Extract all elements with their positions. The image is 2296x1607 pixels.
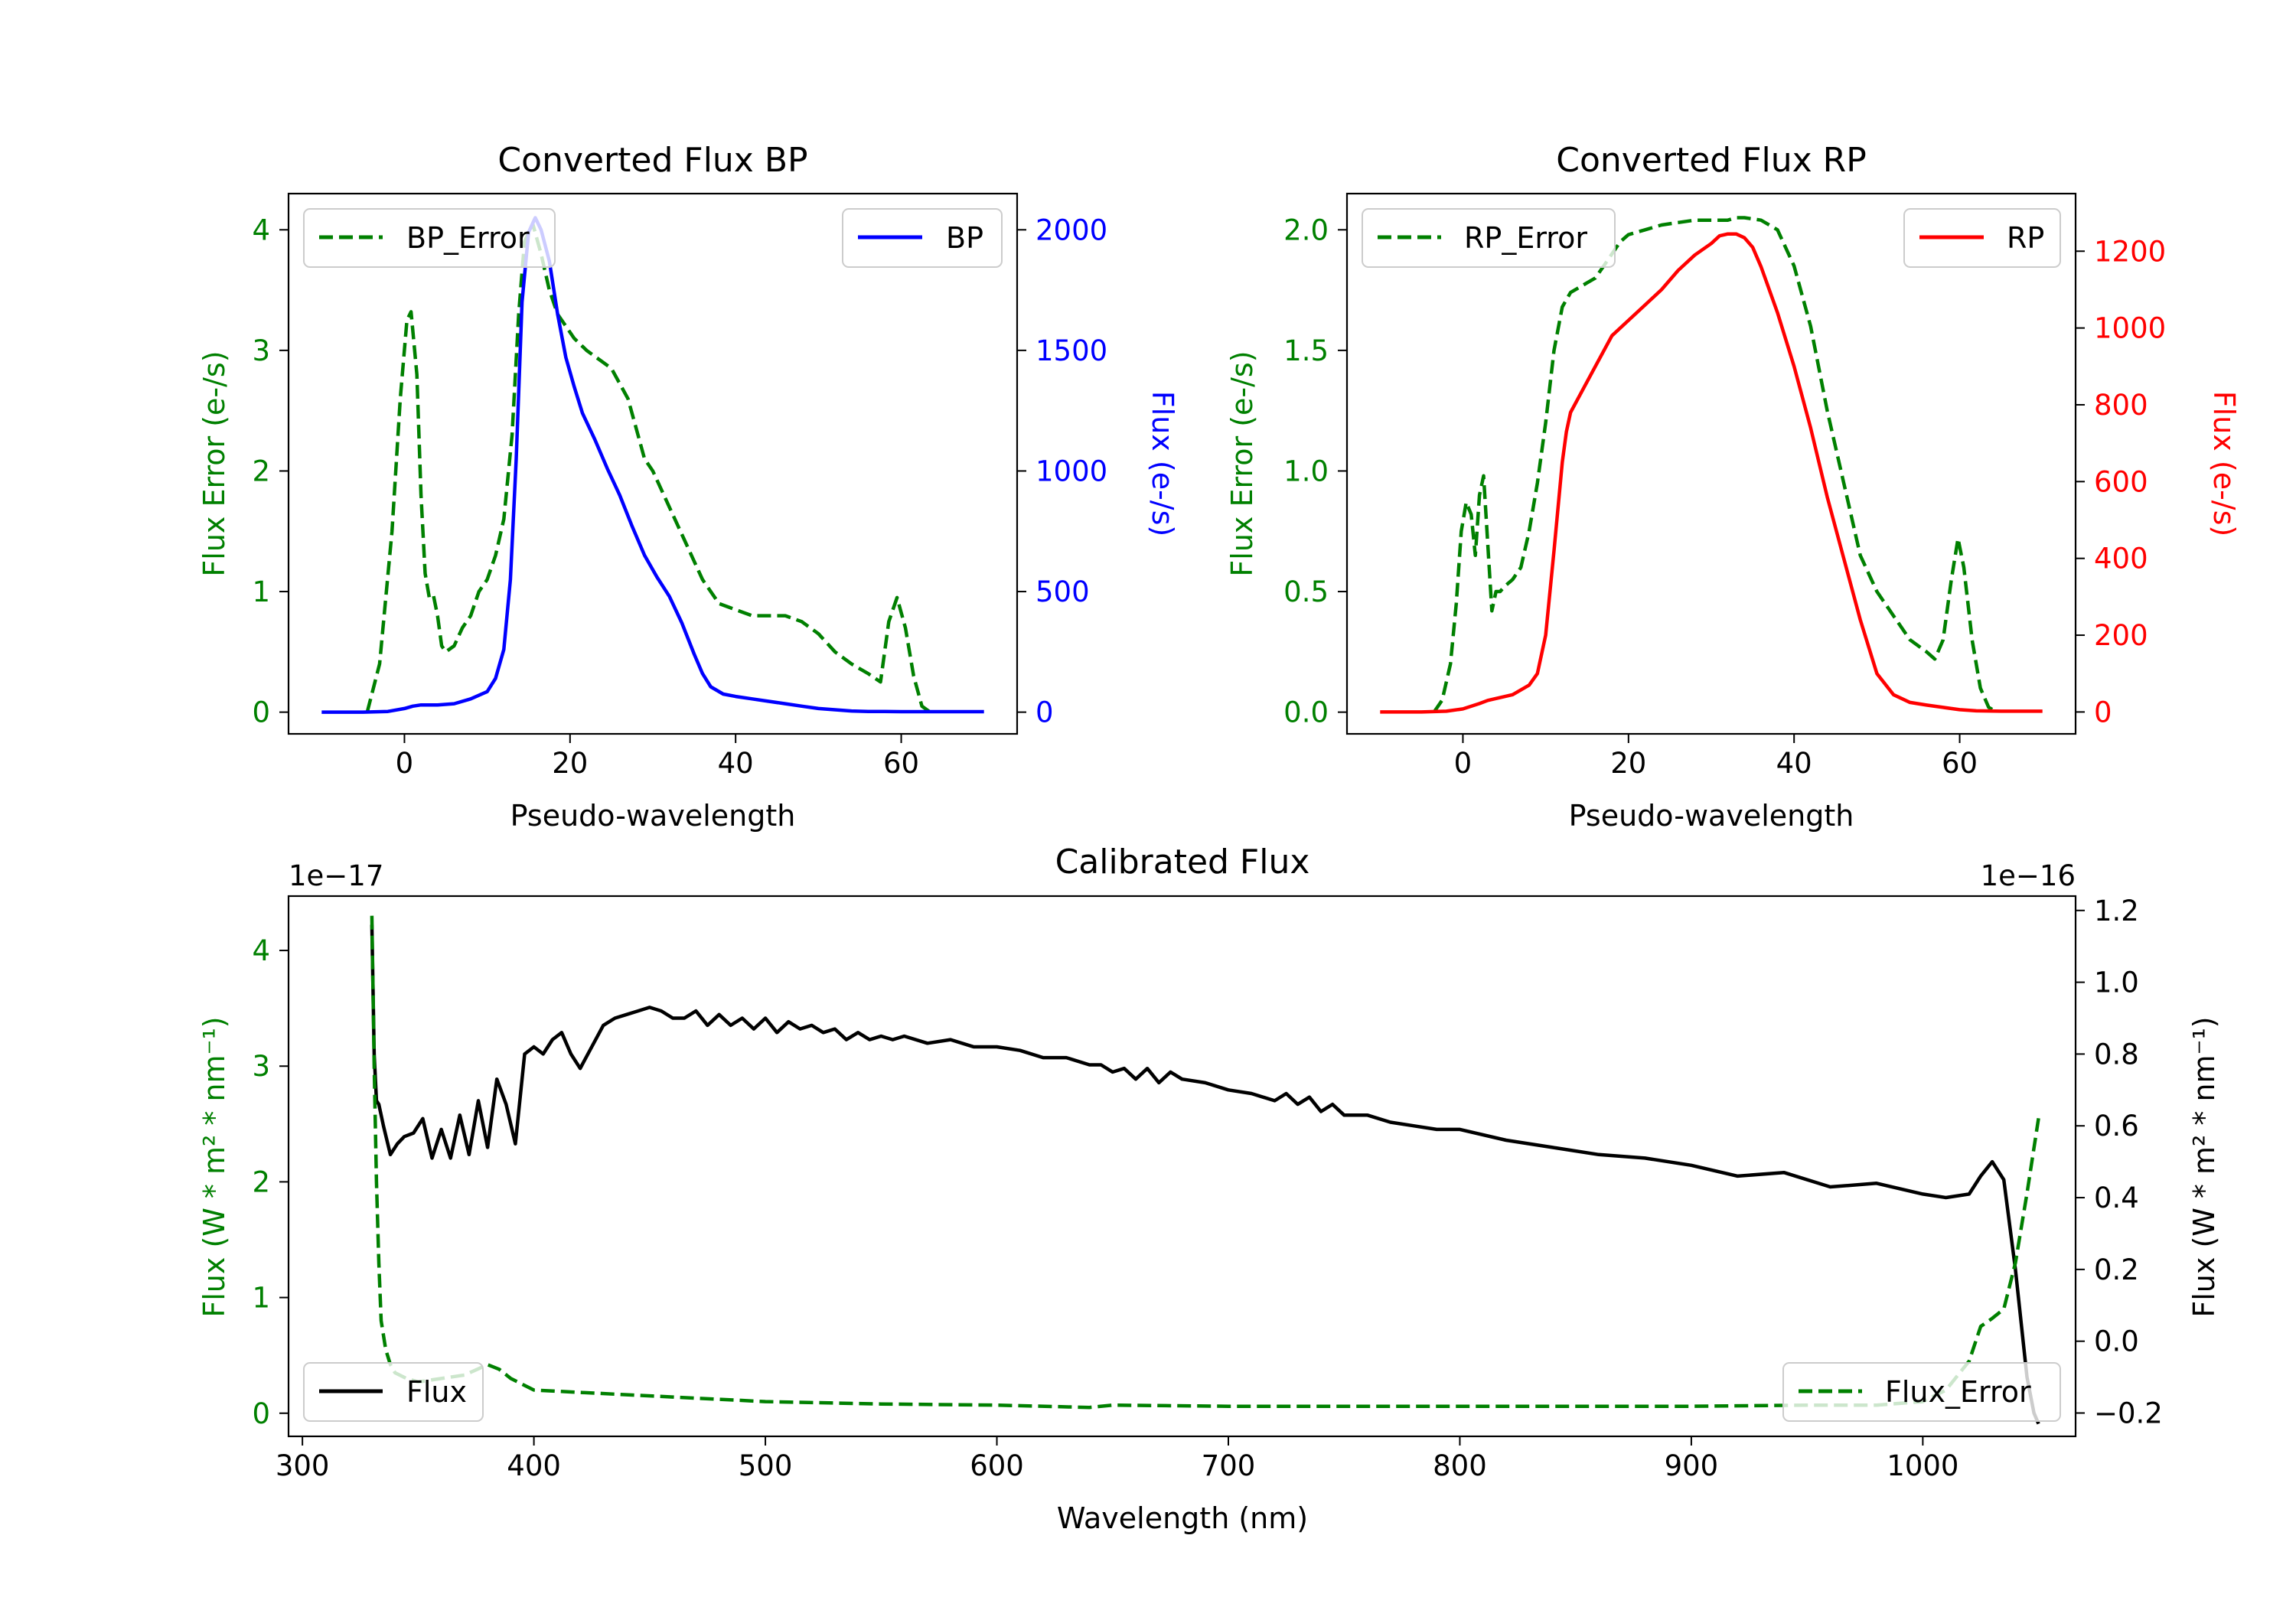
legend-left[interactable]: RP_Error: [1362, 208, 1616, 268]
chart-title: Converted Flux BP: [497, 141, 807, 180]
y-axis-label-left: Flux Error (e-/s): [197, 350, 231, 576]
y-right-tick-label: 800: [2094, 389, 2148, 422]
legend-label: RP: [2007, 221, 2044, 255]
chart-title: Converted Flux RP: [1556, 141, 1867, 180]
x-tick-label: 500: [739, 1449, 793, 1482]
x-axis-label: Pseudo-wavelength: [510, 799, 796, 833]
y-left-tick-label: 4: [252, 934, 270, 967]
y-left-tick-label: 0: [252, 696, 270, 729]
y-right-tick-label: 1200: [2094, 235, 2166, 268]
y-axis-label-right: Flux (e-/s): [1146, 391, 1179, 536]
offset-label-left: 1e−17: [289, 859, 383, 892]
x-tick-label: 300: [276, 1449, 330, 1482]
y-left-tick-label: 2: [252, 455, 270, 487]
y-axis-label-right: Flux (e-/s): [2207, 391, 2241, 536]
y-right-tick-label: 0.4: [2094, 1182, 2139, 1214]
y-right-tick-label: 1000: [1035, 455, 1107, 487]
y-left-tick-label: 1.5: [1283, 334, 1329, 367]
y-left-tick-label: 4: [252, 214, 270, 246]
series-line-rp-error: [1432, 216, 1998, 714]
x-tick-label: 60: [1942, 747, 1978, 780]
x-tick-label: 0: [396, 747, 414, 780]
x-tick-label: 400: [507, 1449, 561, 1482]
series-line-flux: [370, 924, 2040, 1425]
x-tick-label: 900: [1665, 1449, 1719, 1482]
y-right-tick-label: 0.6: [2094, 1110, 2139, 1143]
legend-left[interactable]: BP_Error: [303, 208, 556, 268]
y-right-tick-label: 0: [2094, 696, 2112, 729]
y-right-tick-label: 1000: [2094, 312, 2166, 345]
y-left-tick-label: 3: [252, 334, 270, 367]
y-right-tick-label: 0.0: [2094, 1325, 2139, 1358]
legend-right[interactable]: Flux_Error: [1782, 1362, 2061, 1422]
x-tick-label: 700: [1202, 1449, 1256, 1482]
y-right-tick-label: 2000: [1035, 214, 1107, 246]
y-left-tick-label: 1: [252, 1282, 270, 1315]
legend-left[interactable]: Flux: [303, 1362, 484, 1422]
y-right-tick-label: 0: [1035, 696, 1054, 729]
y-left-tick-label: 2: [252, 1165, 270, 1198]
y-right-tick-label: 400: [2094, 543, 2148, 575]
y-left-tick-label: 1: [252, 575, 270, 608]
y-right-tick-label: 1.2: [2094, 895, 2139, 927]
y-left-tick-label: 2.0: [1283, 214, 1329, 246]
y-axis-label-left: Flux (W * m² * nm⁻¹): [197, 1016, 231, 1317]
legend-label: RP_Error: [1464, 221, 1587, 255]
y-left-tick-label: 0.0: [1283, 696, 1329, 729]
plot-frame: [1345, 192, 2077, 735]
y-right-tick-label: 1.0: [2094, 966, 2139, 999]
legend-label: BP: [946, 221, 983, 255]
x-tick-label: 20: [552, 747, 588, 780]
y-right-tick-label: 500: [1035, 575, 1090, 608]
calibrated-flux-chart: Calibrated Flux 1e−17 1e−16 300 400 500 600…: [197, 843, 2221, 1535]
rp-chart: Converted Flux RP 0 20 40 60 0.0 0.5 1.0 1.5 2.0…: [1225, 141, 2241, 833]
legend-label: Flux: [406, 1375, 467, 1409]
x-tick-label: 60: [883, 747, 919, 780]
plot-frame: [287, 895, 2077, 1438]
y-right-tick-label: 1500: [1035, 334, 1107, 367]
legend-right[interactable]: BP: [842, 208, 1003, 268]
series-line-bp-error: [365, 222, 931, 714]
legend-label: BP_Error: [406, 221, 530, 255]
y-right-tick-label: 200: [2094, 619, 2148, 652]
y-left-tick-label: 1.0: [1283, 455, 1329, 487]
y-left-tick-label: 0: [252, 1397, 270, 1430]
y-right-tick-label: 0.2: [2094, 1253, 2139, 1286]
bp-chart: Converted Flux BP 0 20 40 60012340500100015…: [197, 141, 1179, 833]
plot-frame: [287, 192, 1019, 735]
y-axis-label-left: Flux Error (e-/s): [1225, 350, 1259, 576]
y-axis-label-right: Flux (W * m² * nm⁻¹): [2187, 1016, 2221, 1317]
x-tick-label: 1000: [1887, 1449, 1958, 1482]
x-tick-label: 40: [1776, 747, 1812, 780]
offset-label-right: 1e−16: [1981, 859, 2076, 892]
x-tick-label: 40: [718, 747, 754, 780]
legend-right[interactable]: RP: [1903, 208, 2061, 268]
series-line-bp: [321, 216, 984, 714]
x-tick-label: 600: [970, 1449, 1024, 1482]
series-line-rp: [1380, 232, 2043, 714]
x-tick-label: 0: [1454, 747, 1473, 780]
x-tick-label: 20: [1610, 747, 1646, 780]
x-tick-label: 800: [1433, 1449, 1487, 1482]
y-left-tick-label: 0.5: [1283, 575, 1329, 608]
legend-label: Flux_Error: [1885, 1375, 2031, 1409]
y-right-tick-label: −0.2: [2094, 1397, 2163, 1430]
chart-title: Calibrated Flux: [1055, 843, 1310, 882]
x-axis-label: Pseudo-wavelength: [1569, 799, 1854, 833]
y-right-tick-label: 600: [2094, 465, 2148, 498]
x-axis-label: Wavelength (nm): [1057, 1501, 1308, 1535]
y-right-tick-label: 0.8: [2094, 1038, 2139, 1071]
y-left-tick-label: 3: [252, 1050, 270, 1083]
